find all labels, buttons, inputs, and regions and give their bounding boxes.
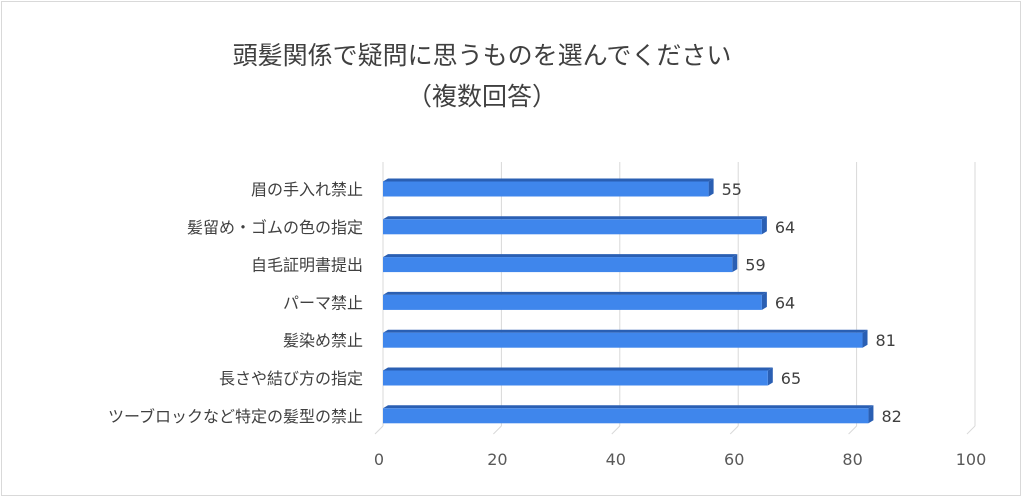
bar-side [862, 329, 868, 348]
bar-side [708, 178, 714, 197]
data-label: 81 [876, 331, 896, 350]
gridline-foot [611, 425, 621, 435]
category-label: 長さや結び方の指定 [219, 369, 363, 388]
bar [383, 332, 863, 348]
category-label: パーマ禁止 [283, 293, 363, 312]
bar-top [383, 329, 868, 333]
labels: 0 20 40 60 80 100 眉の手入れ禁止 55 髪留め・ゴムの色の指定 64 自毛証明書提… [108, 180, 986, 469]
data-label: 64 [775, 293, 795, 312]
bar [383, 219, 762, 235]
category-label: ツーブロックなど特定の髪型の禁止 [108, 407, 363, 426]
gridline-foot [493, 425, 502, 435]
bar-top [383, 216, 767, 220]
gridline-foot [374, 425, 384, 435]
x-tick-label: 80 [842, 450, 862, 469]
x-tick-label: 100 [956, 450, 987, 469]
bar-side [761, 291, 767, 310]
chart-title-line-2: （複数回答） [407, 82, 557, 111]
bar-top [383, 405, 874, 409]
x-tick-label: 40 [606, 450, 626, 469]
bar [383, 408, 869, 424]
bar-side [732, 254, 738, 273]
gridline-foot [729, 425, 739, 435]
x-tick-label: 0 [374, 450, 384, 469]
chart-title-line-1: 頭髪関係で疑問に思うものを選んでください [233, 41, 732, 70]
bar-side [767, 367, 773, 386]
data-label: 82 [881, 407, 901, 426]
category-label: 髪染め禁止 [283, 331, 363, 350]
bar-top [383, 367, 773, 371]
bar-top [383, 254, 738, 258]
data-label: 55 [722, 180, 742, 199]
bar-side [868, 405, 874, 424]
data-label: 59 [745, 256, 765, 275]
category-label: 眉の手入れ禁止 [251, 180, 363, 199]
category-label: 自毛証明書提出 [251, 256, 363, 275]
gridline-foot [966, 425, 976, 435]
x-tick-label: 60 [724, 450, 744, 469]
data-label: 65 [781, 369, 801, 388]
bar [383, 181, 709, 197]
bar [383, 294, 762, 310]
bar [383, 370, 768, 386]
bar-top [383, 178, 714, 182]
bars [383, 178, 874, 424]
bar-side [761, 216, 767, 235]
data-label: 64 [775, 218, 795, 237]
x-tick-label: 20 [487, 450, 507, 469]
bar [383, 257, 733, 273]
gridline-foot [848, 425, 857, 435]
bar-top [383, 291, 767, 295]
category-label: 髪留め・ゴムの色の指定 [187, 218, 363, 237]
